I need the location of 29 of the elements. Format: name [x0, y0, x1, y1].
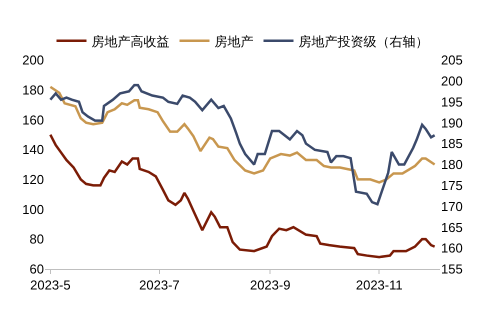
- y-tick-label: 120: [22, 172, 44, 187]
- y-tick-label: 80: [30, 232, 44, 247]
- y2-tick-label: 195: [441, 94, 463, 110]
- y2-tick-label: 155: [441, 262, 463, 277]
- y2-tick-label: 185: [441, 136, 463, 152]
- x-tick-label: 2023-11: [356, 278, 403, 293]
- y2-tick-label: 170: [441, 198, 463, 214]
- y-tick-label: 200: [22, 52, 44, 68]
- x-tick-label: 2023-5: [30, 278, 71, 293]
- line-series: [49, 84, 436, 206]
- y2-tick-label: 180: [441, 157, 463, 172]
- line-series: [49, 133, 436, 258]
- y2-tick-label: 165: [441, 220, 463, 235]
- legend-label: 房地产高收益: [92, 34, 170, 49]
- legend-label: 房地产投资级（右轴）: [298, 34, 428, 49]
- y2-tick-label: 175: [441, 178, 463, 193]
- y2-tick-label: 160: [441, 240, 463, 256]
- y2-tick-label: 190: [441, 115, 463, 130]
- y-tick-label: 180: [22, 82, 44, 98]
- x-tick-label: 2023-7: [139, 278, 180, 293]
- line-series: [49, 86, 436, 184]
- legend-label: 房地产: [214, 34, 254, 49]
- y-tick-label: 140: [22, 142, 44, 158]
- y-tick-label: 100: [22, 202, 44, 217]
- y-tick-label: 160: [22, 112, 44, 128]
- x-tick-label: 2023-9: [250, 278, 290, 293]
- y2-tick-label: 200: [441, 73, 463, 88]
- y2-tick-label: 205: [441, 52, 463, 68]
- y-tick-label: 60: [30, 262, 44, 277]
